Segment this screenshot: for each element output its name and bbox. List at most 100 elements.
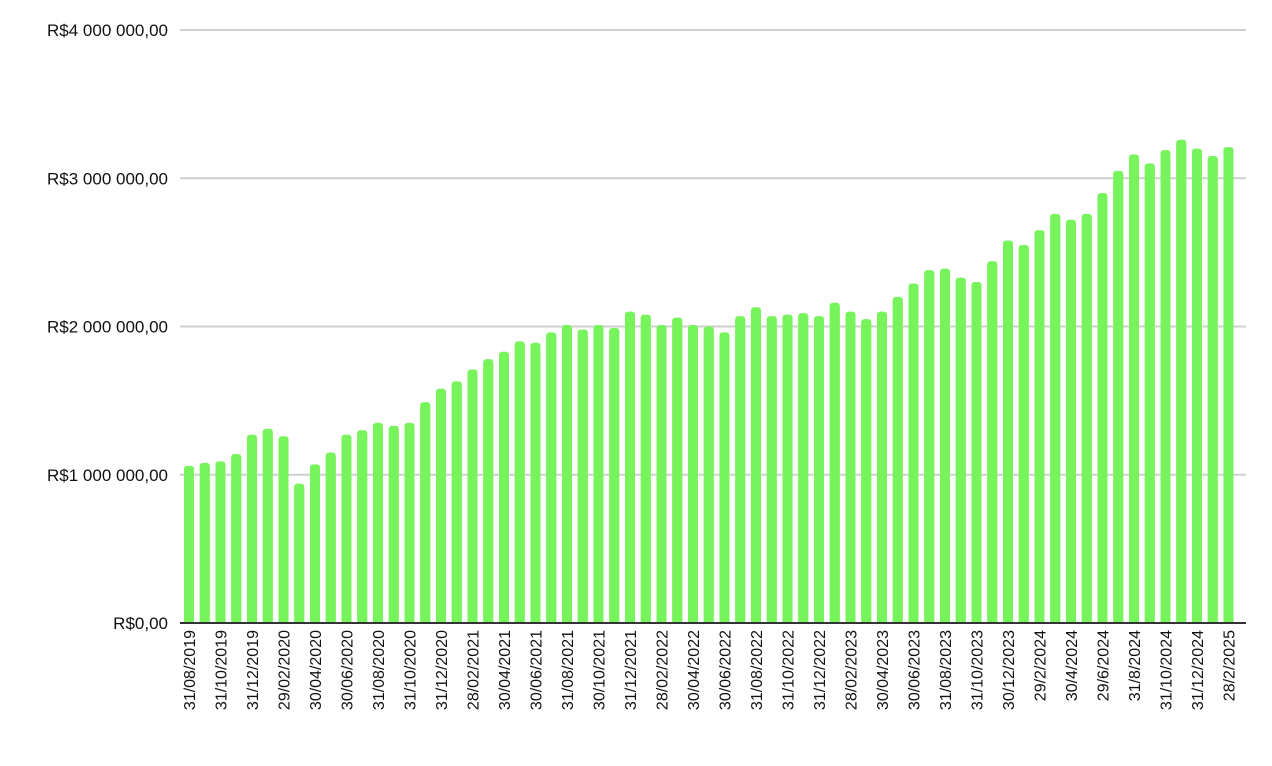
bar-base [357, 433, 368, 623]
bar-base [325, 455, 336, 623]
y-tick-label: R$3 000 000,00 [47, 169, 168, 188]
bar-base [404, 425, 415, 623]
x-tick-label: 31/12/2022 [812, 630, 829, 710]
bar-base [199, 465, 210, 623]
bar-base [782, 317, 793, 623]
bar-base [499, 354, 509, 623]
bar-base [577, 332, 588, 623]
bar-base [436, 391, 446, 623]
bar-base [688, 328, 698, 623]
x-tick-label: 31/08/2023 [938, 630, 955, 710]
bar-base [1223, 150, 1234, 623]
x-tick-label: 29/02/2020 [277, 630, 294, 710]
x-tick-label: 30/06/2021 [529, 630, 546, 710]
bar-base [1160, 153, 1171, 623]
bar-base [231, 456, 242, 623]
x-tick-label: 30/06/2023 [907, 630, 924, 710]
bar-base [1207, 159, 1218, 623]
bar-base [467, 372, 478, 623]
x-tick-label: 31/10/2020 [403, 630, 420, 710]
bar-base [656, 328, 667, 623]
bar-base [215, 464, 226, 623]
x-tick-label: 31/08/2022 [749, 630, 766, 710]
x-tick-label: 30/06/2020 [340, 630, 357, 710]
bar-base [310, 467, 320, 623]
x-tick-label: 31/8/2024 [1127, 630, 1144, 701]
x-tick-label: 30/12/2023 [1001, 630, 1018, 710]
bar-base [1097, 196, 1108, 623]
bar-base [341, 437, 352, 623]
bar-base [184, 468, 194, 623]
x-tick-label: 30/04/2021 [497, 630, 514, 710]
x-tick-label: 31/12/2024 [1190, 630, 1207, 710]
bar-base [1176, 142, 1187, 623]
x-tick-label: 28/02/2022 [655, 630, 672, 710]
x-tick-label: 28/2/2025 [1222, 630, 1239, 701]
bar-base [262, 431, 273, 623]
x-tick-label: 31/10/2019 [214, 630, 231, 710]
bar-base [278, 439, 289, 623]
y-tick-label: R$1 000 000,00 [47, 466, 168, 485]
x-tick-label: 30/04/2022 [686, 630, 703, 710]
x-tick-label: 31/08/2019 [182, 630, 199, 710]
bar-base [829, 305, 840, 623]
x-tick-label: 31/10/2024 [1159, 630, 1176, 710]
y-tick-label: R$2 000 000,00 [47, 318, 168, 337]
x-tick-label: 31/12/2019 [245, 630, 262, 710]
bar-base [1050, 216, 1061, 623]
x-tick-label: 29/6/2024 [1096, 630, 1113, 701]
bar-base [940, 271, 950, 623]
y-tick-label: R$4 000 000,00 [47, 21, 168, 40]
bar-base [625, 314, 635, 623]
bar-base [373, 425, 383, 623]
bar-base [609, 330, 620, 623]
bar-base [420, 405, 431, 623]
bar-base [987, 264, 998, 623]
bar-base [955, 280, 966, 623]
bar-base [388, 428, 399, 623]
bar-base [735, 319, 746, 623]
x-tick-label: 31/08/2020 [371, 630, 388, 710]
x-tick-label: 31/12/2021 [623, 630, 640, 710]
bar-base [451, 384, 462, 623]
x-tick-label: 30/04/2020 [308, 630, 325, 710]
bar-base [892, 299, 903, 623]
bar-base [1129, 157, 1139, 623]
x-tick-label: 30/10/2021 [592, 630, 609, 710]
x-tick-label: 30/04/2023 [875, 630, 892, 710]
bar-base [814, 319, 824, 623]
bar-base [719, 335, 730, 623]
bar-base [1144, 166, 1155, 624]
x-tick-label: 31/10/2023 [970, 630, 987, 710]
x-tick-label: 31/08/2021 [560, 630, 577, 710]
x-tick-labels: 31/08/2019 31/10/2019 31/12/2019 29/02/2020… [182, 630, 1239, 710]
bar-base [1081, 216, 1092, 623]
bar-base [1034, 233, 1045, 623]
bar-base [672, 320, 683, 623]
bar-base [546, 335, 557, 623]
bar-base [908, 286, 919, 623]
bar-base [861, 322, 872, 623]
bar-base [483, 362, 494, 623]
bar-base [562, 328, 572, 623]
x-tick-label: 30/06/2022 [718, 630, 735, 710]
x-tick-label: 30/4/2024 [1064, 630, 1081, 701]
x-tick-label: 28/02/2021 [466, 630, 483, 710]
bar-base [924, 273, 935, 623]
x-tick-label: 31/12/2020 [434, 630, 451, 710]
bar-base [766, 319, 777, 623]
x-tick-label: 29/2/2024 [1033, 630, 1050, 701]
bar-base [514, 344, 525, 623]
y-tick-label: R$0,00 [113, 614, 168, 633]
bar-base [247, 437, 257, 623]
bar-base [703, 329, 714, 623]
bar-base [1003, 243, 1013, 623]
bar-base [798, 316, 809, 623]
bar-base [640, 317, 651, 623]
y-tick-labels: R$0,00 R$1 000 000,00 R$2 000 000,00 R$3 00… [47, 21, 168, 633]
bar-base [294, 486, 305, 623]
bars [184, 139, 1234, 624]
bar-base [971, 285, 982, 623]
